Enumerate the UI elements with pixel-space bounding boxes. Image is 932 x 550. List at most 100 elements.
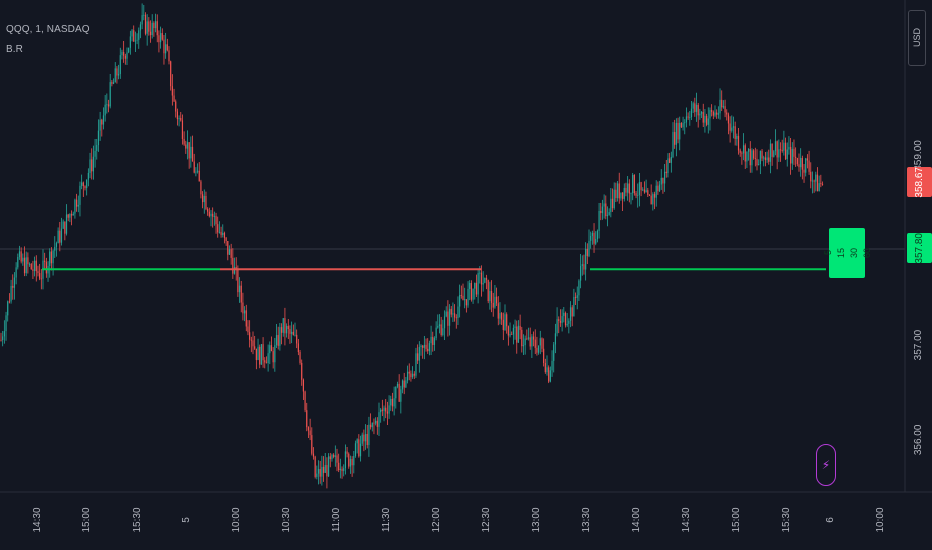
candle-392 (658, 180, 661, 192)
candle-208 (349, 455, 352, 474)
candle-124 (208, 207, 210, 218)
candle-335 (563, 306, 565, 323)
candle-228 (383, 405, 385, 422)
candle-117 (196, 163, 199, 174)
candle-310 (521, 326, 523, 353)
candle-480 (806, 154, 808, 169)
candle-215 (361, 432, 363, 446)
candle-398 (669, 152, 671, 164)
candle-121 (203, 189, 205, 214)
currency-button[interactable]: USD (908, 10, 926, 66)
candle-2 (3, 320, 5, 344)
candle-148 (249, 320, 251, 348)
candle-373 (627, 176, 629, 201)
candle-229 (385, 399, 387, 419)
candle-298 (501, 312, 503, 325)
candle-42 (70, 210, 73, 226)
candle-167 (280, 323, 283, 345)
candle-271 (455, 314, 457, 329)
candle-276 (464, 287, 466, 309)
price-axis[interactable]: 359.00 357.00 356.00 (913, 140, 924, 455)
candle-485 (815, 171, 817, 192)
indicator-legend[interactable]: B.R (6, 44, 23, 55)
candle-248 (417, 344, 419, 364)
candle-241 (405, 376, 407, 388)
candle-267 (448, 304, 451, 336)
lightning-icon[interactable]: ⚡ (816, 444, 836, 486)
candle-372 (625, 182, 627, 197)
candle-216 (363, 429, 365, 452)
candle-157 (264, 357, 266, 369)
candle-369 (620, 192, 622, 201)
candle-487 (818, 175, 820, 192)
candle-320 (538, 345, 540, 355)
candle-69 (116, 66, 118, 84)
candle-481 (808, 150, 810, 175)
time-axis[interactable]: 14:30 15:00 15:30 5 10:00 10:30 11:00 11:30 12:0… (32, 507, 886, 532)
candle-128 (215, 212, 217, 234)
candle-27 (45, 257, 47, 278)
candle-423 (711, 104, 713, 117)
candle-207 (348, 452, 350, 469)
candle-110 (185, 140, 187, 154)
candle-20 (34, 256, 36, 277)
tf-label-5: 5 (822, 250, 833, 256)
candle-363 (610, 188, 612, 218)
candle-62 (104, 95, 106, 122)
candle-73 (123, 40, 125, 63)
candle-418 (702, 103, 704, 128)
candle-94 (158, 30, 160, 53)
candle-353 (593, 223, 595, 253)
candle-460 (773, 149, 775, 158)
x-tick-label-5: 10:30 (281, 507, 292, 532)
symbol-legend[interactable]: QQQ, 1, NASDAQ (6, 24, 90, 35)
candle-112 (188, 142, 190, 169)
candle-13 (22, 253, 24, 266)
candle-122 (205, 191, 207, 211)
candle-476 (800, 148, 802, 177)
candle-295 (496, 287, 498, 306)
candle-6 (10, 279, 12, 304)
candle-59 (99, 111, 101, 141)
candle-262 (440, 316, 442, 337)
candle-203 (341, 466, 343, 479)
candle-32 (54, 236, 56, 258)
candle-289 (485, 274, 488, 290)
candle-39 (65, 204, 68, 236)
candle-441 (741, 151, 743, 165)
x-tick-label-10: 13:00 (531, 507, 542, 532)
candle-153 (257, 338, 259, 361)
candle-52 (87, 168, 89, 187)
candle-415 (697, 102, 699, 128)
candle-245 (412, 366, 414, 379)
candle-304 (511, 331, 513, 335)
candle-456 (766, 151, 768, 163)
candle-343 (576, 286, 578, 310)
candle-61 (102, 107, 105, 130)
candle-288 (484, 277, 486, 284)
y-tick-label-1: 357.00 (913, 329, 924, 360)
candle-389 (653, 191, 656, 210)
candle-358 (601, 199, 604, 220)
x-tick-label-16: 6 (825, 517, 836, 523)
candle-200 (336, 448, 338, 472)
candle-286 (480, 265, 483, 297)
candle-451 (758, 159, 760, 166)
candle-225 (378, 402, 380, 436)
candle-1 (2, 330, 4, 347)
candle-194 (326, 457, 328, 489)
candle-53 (89, 152, 91, 179)
candle-265 (445, 306, 447, 318)
candle-114 (191, 135, 194, 162)
candle-107 (180, 111, 182, 122)
candle-256 (430, 325, 432, 356)
candle-192 (322, 456, 325, 482)
candle-462 (776, 140, 778, 170)
candle-133 (223, 231, 226, 244)
candle-181 (304, 390, 306, 413)
candle-459 (771, 143, 773, 166)
candle-101 (170, 60, 172, 91)
candle-196 (329, 452, 331, 468)
candle-458 (769, 139, 772, 174)
